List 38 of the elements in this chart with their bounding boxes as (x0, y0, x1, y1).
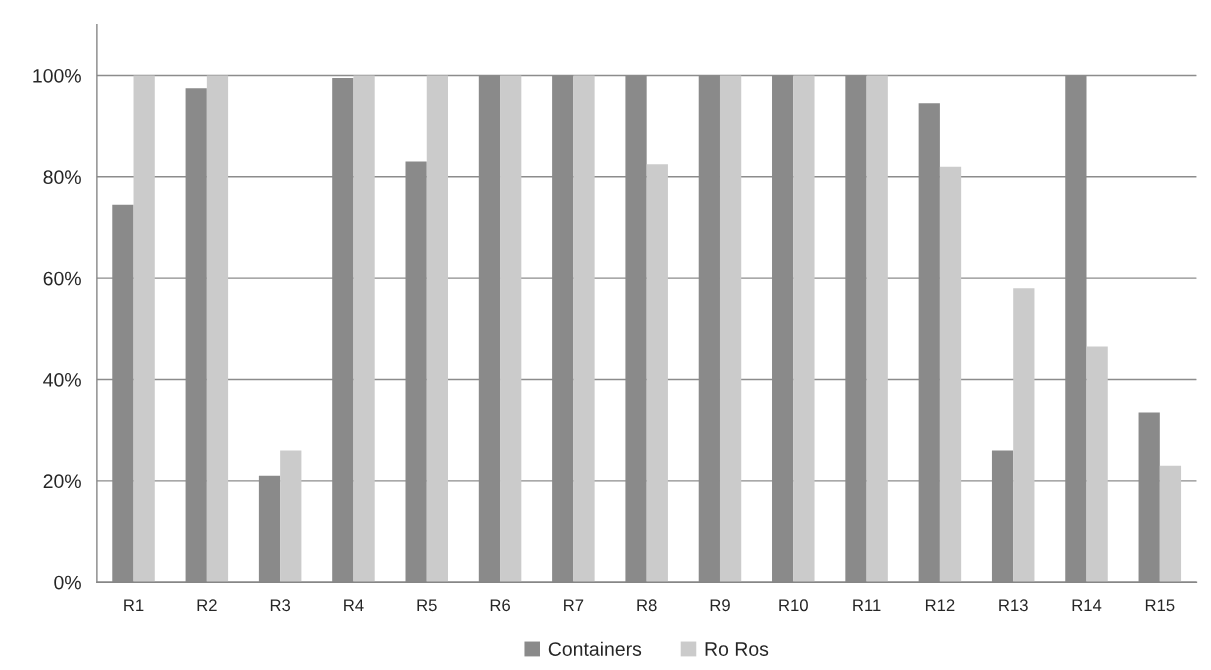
bar (206, 75, 229, 583)
y-tick-label: 60% (43, 271, 81, 286)
y-tick-label: 40% (43, 372, 81, 387)
bar (1086, 346, 1108, 583)
bar (133, 75, 155, 583)
y-tick-label: 0% (54, 575, 81, 590)
x-tick-label: R7 (564, 599, 584, 611)
x-tick-label: R14 (1072, 599, 1102, 611)
bar (793, 75, 815, 583)
bar (866, 75, 888, 583)
x-tick-label: R15 (1145, 599, 1175, 612)
bar (353, 75, 375, 583)
bar (1013, 288, 1035, 583)
x-tick-label: R2 (197, 599, 217, 611)
bar (426, 75, 449, 583)
x-tick-label: R9 (710, 599, 730, 612)
x-tick-label: R8 (637, 599, 657, 612)
x-tick-label: R1 (124, 599, 144, 611)
bar (646, 164, 668, 583)
x-tick-label: R11 (853, 599, 881, 611)
bar (573, 75, 595, 583)
legend-label: Ro Ros (705, 642, 769, 656)
bar (500, 75, 522, 583)
y-tick-label: 20% (43, 474, 81, 489)
bar (939, 166, 962, 583)
legend-label: Containers (548, 641, 642, 656)
y-tick-label: 100% (33, 68, 81, 83)
x-tick-label: R4 (344, 599, 364, 611)
x-tick-label: R5 (417, 599, 437, 612)
x-tick-label: R10 (779, 599, 808, 612)
bar (1159, 465, 1182, 583)
x-tick-label: R6 (490, 599, 510, 612)
y-tick-label: 80% (43, 170, 81, 185)
x-tick-label: R13 (999, 599, 1028, 612)
bar (719, 75, 742, 583)
x-tick-label: R12 (925, 599, 955, 611)
x-tick-label: R3 (270, 599, 291, 612)
bar (280, 450, 302, 583)
